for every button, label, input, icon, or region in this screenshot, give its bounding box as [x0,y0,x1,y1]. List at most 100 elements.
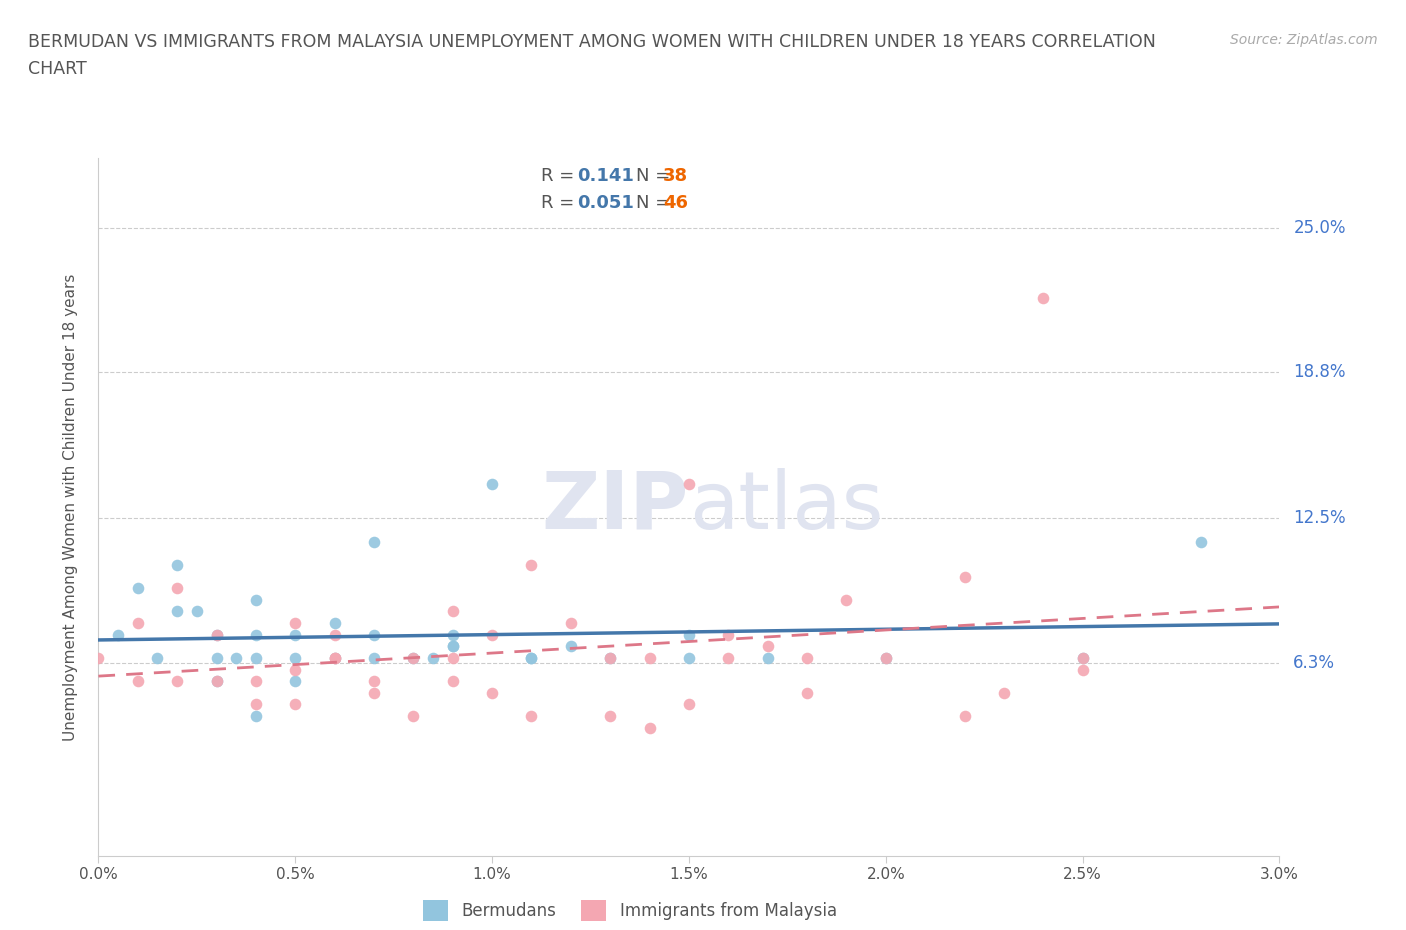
Point [441,628,464,643]
Point [441,604,464,619]
Point [166,580,188,596]
Point [127,580,149,596]
Point [323,651,346,666]
Point [599,651,621,666]
Point [166,673,188,688]
Point [323,651,346,666]
Point [1071,651,1094,666]
Point [481,476,503,491]
Point [205,628,228,643]
Point [245,709,267,724]
Point [323,616,346,631]
Point [284,698,307,712]
Point [520,709,543,724]
Point [678,698,700,712]
Point [205,673,228,688]
Text: BERMUDAN VS IMMIGRANTS FROM MALAYSIA UNEMPLOYMENT AMONG WOMEN WITH CHILDREN UNDE: BERMUDAN VS IMMIGRANTS FROM MALAYSIA UNE… [28,33,1156,50]
Point [107,628,129,643]
Y-axis label: Unemployment Among Women with Children Under 18 years: Unemployment Among Women with Children U… [63,273,77,740]
Point [363,628,385,643]
Point [402,709,425,724]
Point [717,628,740,643]
Point [1189,535,1212,550]
Text: ZIP: ZIP [541,468,689,546]
Text: Source: ZipAtlas.com: Source: ZipAtlas.com [1230,33,1378,46]
Point [363,535,385,550]
Point [520,651,543,666]
Point [245,592,267,607]
Point [756,651,779,666]
Point [835,592,858,607]
Point [205,651,228,666]
Point [1032,290,1054,305]
Point [186,604,208,619]
Point [599,651,621,666]
Point [323,651,346,666]
Point [953,569,976,584]
Text: CHART: CHART [28,60,87,78]
Point [481,628,503,643]
Point [284,662,307,677]
Point [441,639,464,654]
Point [441,639,464,654]
Point [363,651,385,666]
Point [422,651,444,666]
Point [441,651,464,666]
Point [284,651,307,666]
Text: 12.5%: 12.5% [1294,510,1346,527]
Point [520,651,543,666]
Text: N =: N = [636,194,676,212]
Text: 25.0%: 25.0% [1294,219,1346,237]
Point [245,651,267,666]
Text: 18.8%: 18.8% [1294,363,1346,381]
Point [402,651,425,666]
Point [166,558,188,573]
Point [166,604,188,619]
Point [323,628,346,643]
Point [678,476,700,491]
Point [678,651,700,666]
Point [245,698,267,712]
Point [363,673,385,688]
Point [678,628,700,643]
Point [953,709,976,724]
Point [560,639,582,654]
Point [993,685,1015,700]
Point [1071,651,1094,666]
Point [127,616,149,631]
Point [796,651,818,666]
Point [205,628,228,643]
Point [284,673,307,688]
Point [560,616,582,631]
Point [717,651,740,666]
Point [638,720,661,735]
Point [638,651,661,666]
Text: atlas: atlas [689,468,883,546]
Text: 0.051: 0.051 [576,194,634,212]
Point [284,628,307,643]
Text: R =: R = [541,166,581,184]
Text: R =: R = [541,194,581,212]
Point [481,685,503,700]
Text: 46: 46 [664,194,688,212]
Point [402,651,425,666]
Point [1071,662,1094,677]
Text: N =: N = [636,166,676,184]
Legend: Bermudans, Immigrants from Malaysia: Bermudans, Immigrants from Malaysia [416,894,844,927]
Point [875,651,897,666]
Text: 6.3%: 6.3% [1294,654,1336,671]
Point [520,558,543,573]
Point [87,651,110,666]
Point [245,628,267,643]
Point [441,673,464,688]
Point [205,673,228,688]
Point [284,616,307,631]
Point [756,639,779,654]
Point [796,685,818,700]
Point [127,673,149,688]
Point [146,651,169,666]
Point [363,685,385,700]
Text: 0.141: 0.141 [576,166,634,184]
Point [245,673,267,688]
Point [875,651,897,666]
